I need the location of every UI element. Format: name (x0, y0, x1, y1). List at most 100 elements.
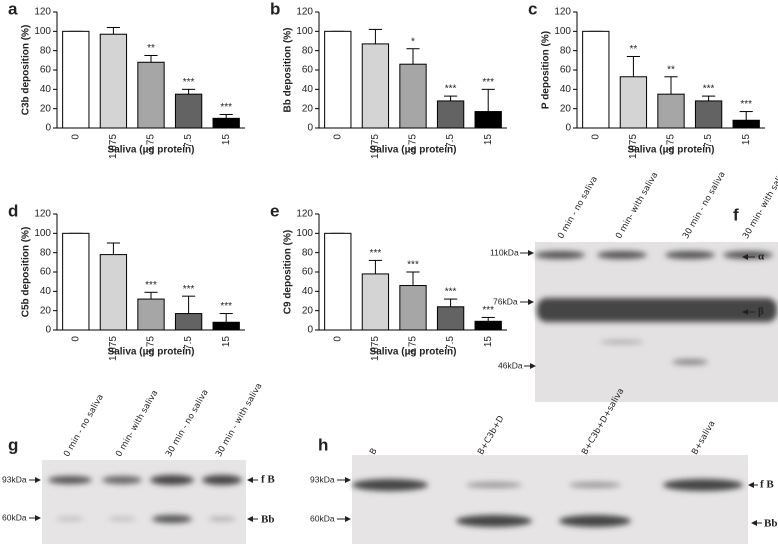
x-tick-label: 3.75 (408, 134, 419, 154)
band-label: Bb (764, 518, 777, 530)
marker-label: 76kDa (493, 296, 518, 306)
bands (535, 251, 777, 365)
y-tick-label: 120 (34, 209, 51, 220)
y-axis-label: C5b deposition (%) (21, 227, 32, 318)
lane-label: 0 min - no saliva (556, 175, 600, 241)
x-axis-label: Saliva (µg protein) (370, 145, 457, 156)
y-tick-label: 60 (302, 65, 314, 76)
bar (657, 93, 685, 129)
x-tick-label: 15 (221, 336, 232, 348)
y-tick-label: 20 (40, 305, 52, 316)
x-tick-label: 15 (483, 134, 494, 146)
significance-label: *** (740, 99, 752, 110)
y-tick-label: 80 (40, 247, 52, 258)
bar (212, 321, 240, 331)
y-tick-label: 120 (34, 7, 51, 18)
bar (436, 100, 465, 129)
band-label: Bb (261, 514, 274, 526)
panel-letter: h (318, 435, 328, 454)
y-tick-label: 60 (302, 267, 314, 278)
y-axis-label: C3b deposition (%) (21, 25, 32, 116)
bar (137, 298, 165, 331)
x-tick-label: 0 (70, 134, 81, 140)
bar (436, 306, 465, 331)
x-tick-label: 3.75 (146, 134, 157, 154)
lane-label: B (368, 447, 380, 457)
panel-letter: e (270, 201, 279, 220)
x-axis-label: Saliva (µg protein) (108, 347, 195, 358)
y-tick-label: 0 (307, 123, 313, 134)
x-tick-label: 7.5 (445, 336, 456, 350)
significance-label: *** (445, 84, 457, 95)
y-tick-label: 100 (34, 26, 51, 37)
bar (62, 232, 90, 331)
x-tick-label: 7.5 (183, 134, 194, 148)
x-tick-label: 3.75 (146, 336, 157, 356)
significance-label: * (411, 36, 415, 47)
y-tick-label: 60 (40, 267, 52, 278)
lane-label: 0 min - no saliva (62, 393, 106, 459)
significance-label: *** (482, 77, 494, 88)
significance-label: *** (220, 301, 232, 312)
panel-letter: c (528, 0, 537, 18)
panel-letter: d (8, 201, 18, 220)
marker-label: 110kDa (490, 247, 519, 257)
bar (582, 30, 610, 129)
significance-label: *** (445, 287, 457, 298)
y-tick-label: 100 (34, 228, 51, 239)
bar (474, 111, 502, 129)
significance-label: *** (183, 284, 195, 295)
bar (212, 117, 240, 129)
y-tick-label: 80 (302, 45, 314, 56)
panel-letter: a (8, 0, 18, 18)
y-tick-label: 0 (45, 123, 51, 134)
blot-f: f 0 min - no saliva 0 min- with saliva 3… (490, 166, 778, 402)
x-tick-label: 0 (332, 336, 343, 342)
band-label: α (758, 251, 765, 263)
x-tick-label: 7.5 (183, 336, 194, 350)
bar (619, 76, 648, 129)
x-tick-label: 15 (741, 134, 752, 146)
x-tick-label: 3.75 (408, 336, 419, 356)
y-tick-label: 80 (302, 247, 314, 258)
band-label: β (758, 306, 764, 318)
x-tick-label: 0 (590, 134, 601, 140)
marker-label: 93kDa (310, 474, 335, 484)
y-tick-label: 40 (302, 84, 314, 95)
lane-label: 30 min - with saliva (214, 382, 264, 459)
bar (62, 30, 90, 129)
significance-label: ** (630, 44, 638, 55)
lane-label: 0 min- with saliva (614, 171, 660, 241)
bar (474, 320, 502, 331)
y-axis-label: C9 deposition (%) (283, 230, 294, 314)
significance-label: *** (145, 280, 157, 291)
blot-h: h B B+C3b+D B+C3b+D+saliva B+saliva 93kD… (310, 387, 777, 544)
y-tick-label: 20 (302, 103, 314, 114)
significance-label: *** (183, 77, 195, 88)
bands (352, 479, 743, 527)
y-tick-label: 80 (40, 45, 52, 56)
bar (361, 273, 390, 331)
bar (361, 43, 390, 129)
bar (694, 100, 723, 129)
significance-label: ** (667, 64, 675, 75)
significance-label: *** (482, 305, 494, 316)
marker-label: 93kDa (2, 474, 27, 484)
significance-label: *** (370, 248, 382, 259)
y-tick-label: 40 (302, 286, 314, 297)
x-tick-label: 0 (332, 134, 343, 140)
x-axis-label: Saliva (µg protein) (628, 145, 715, 156)
x-tick-label: 1.875 (370, 134, 381, 159)
bar (399, 285, 427, 331)
y-tick-label: 20 (560, 103, 572, 114)
y-tick-label: 80 (560, 45, 572, 56)
bar (99, 254, 128, 331)
y-tick-label: 40 (40, 286, 52, 297)
panel-letter: f (733, 205, 739, 224)
x-tick-label: 1.875 (628, 134, 639, 159)
y-tick-label: 60 (560, 65, 572, 76)
y-tick-label: 100 (554, 26, 571, 37)
x-tick-label: 1.875 (108, 336, 119, 361)
significance-label: *** (407, 260, 419, 271)
